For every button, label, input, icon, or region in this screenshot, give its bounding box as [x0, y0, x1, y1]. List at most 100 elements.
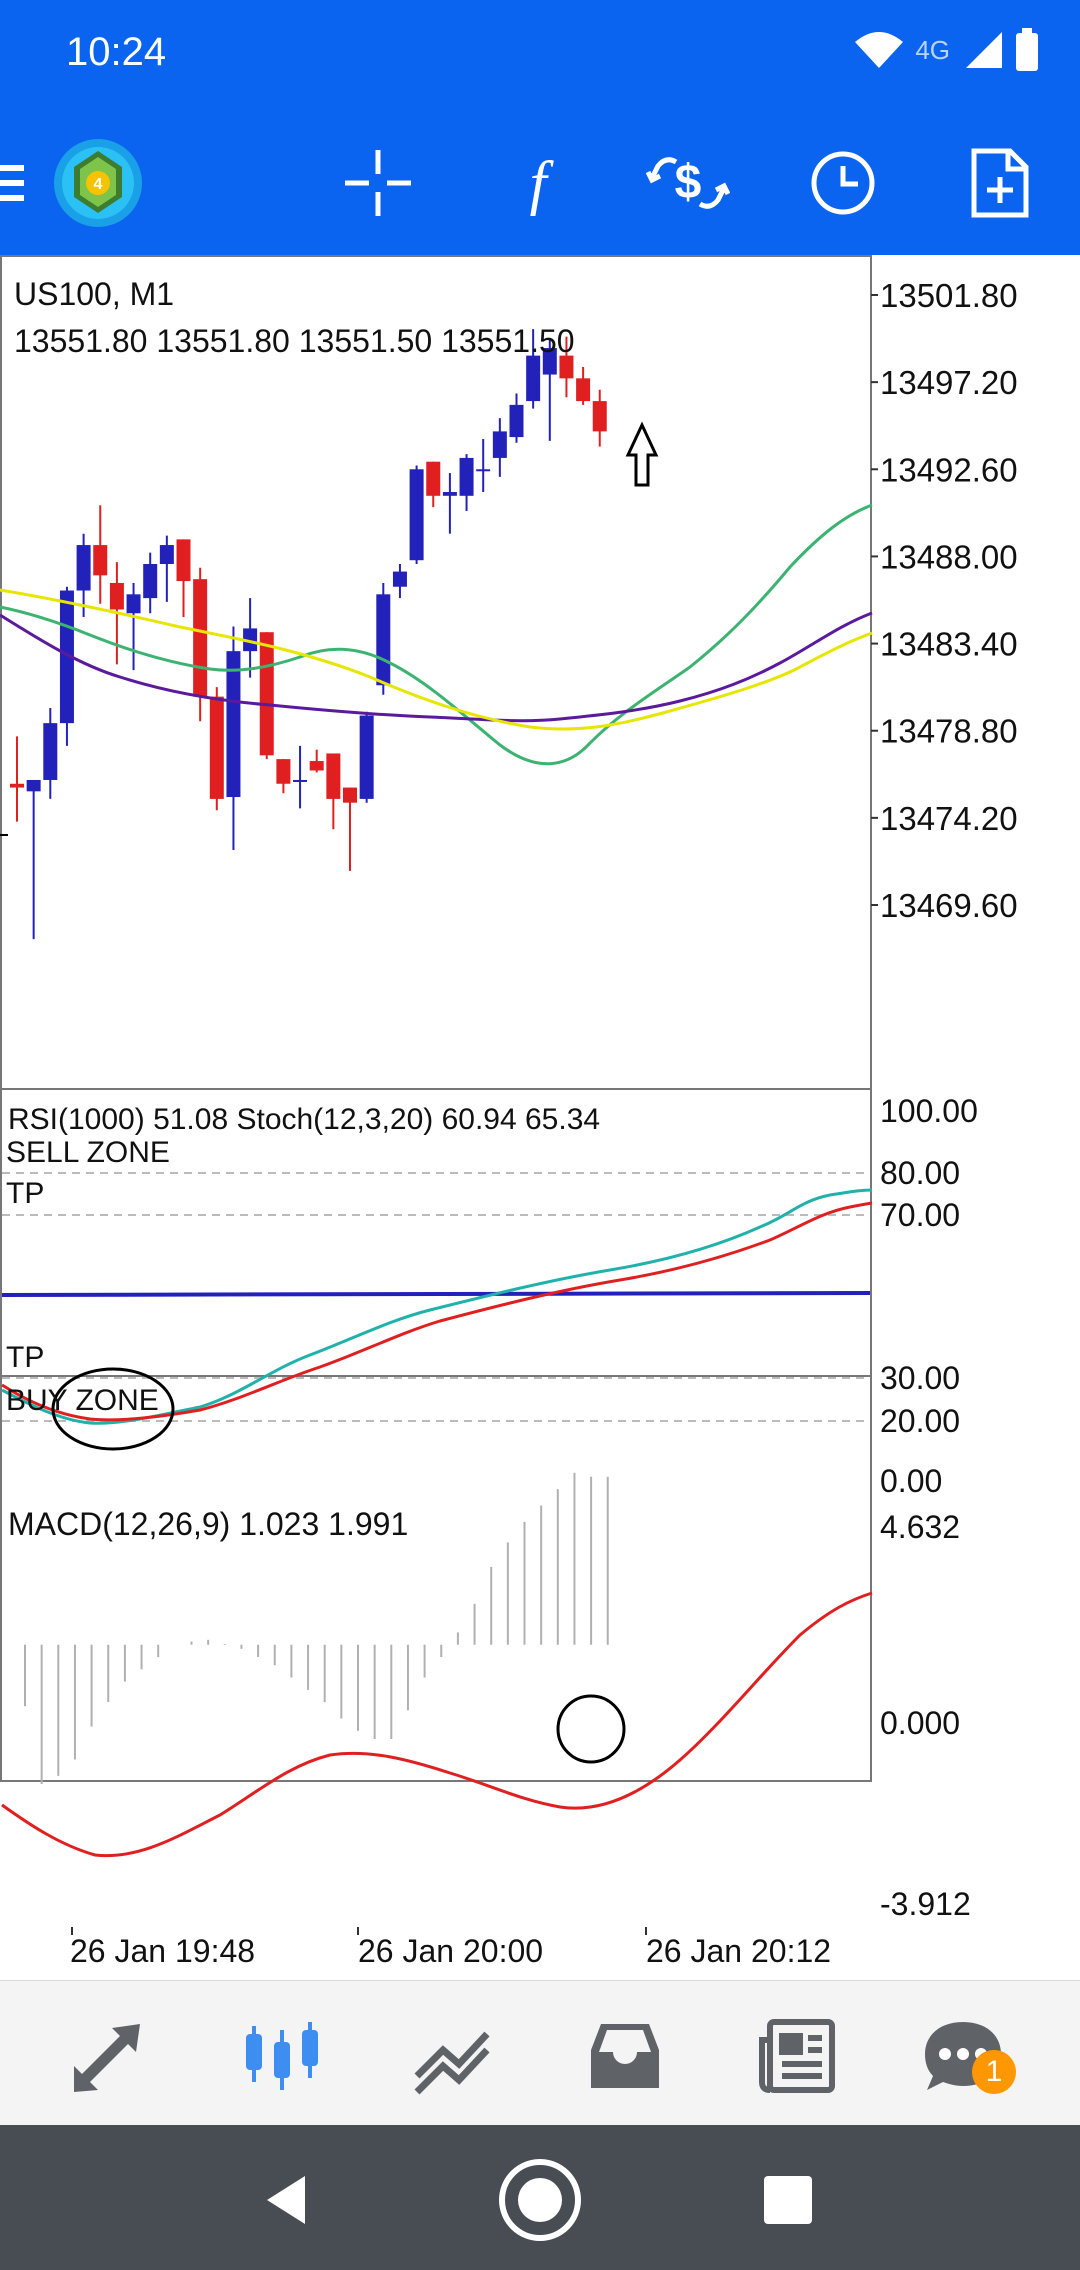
ma-fast-line	[0, 503, 873, 766]
network-type: 4G	[915, 34, 950, 65]
sell-zone-label: SELL ZONE	[6, 1136, 170, 1169]
chart-icon[interactable]	[232, 2006, 332, 2106]
buy-arrow-icon[interactable]	[625, 421, 659, 487]
ohlc-values: 13551.80 13551.80 13551.50 13551.50	[14, 323, 575, 359]
time-label-3: 26 Jan 20:12	[646, 1933, 831, 1969]
candle-bull	[26, 779, 41, 792]
rsi-line	[1, 1291, 871, 1297]
top-toolbar: 4 f $	[0, 110, 1080, 255]
candle-bear	[326, 753, 341, 799]
candle-bear	[276, 759, 291, 784]
home-icon[interactable]	[495, 2155, 585, 2245]
time-label-1: 26 Jan 19:48	[70, 1933, 255, 1969]
status-time: 10:24	[66, 30, 167, 74]
trade-icon[interactable]	[403, 2006, 503, 2106]
system-navigation-bar	[0, 2125, 1080, 2270]
macd-header: MACD(12,26,9) 1.023 1.991	[8, 1506, 408, 1542]
wifi-icon	[853, 30, 905, 70]
candle-bull	[159, 545, 174, 565]
candle-bull	[43, 723, 58, 780]
crosshair-icon[interactable]	[335, 140, 420, 225]
rsi-level-label-0: 0.00	[880, 1463, 942, 1499]
time-label-2: 26 Jan 20:00	[358, 1933, 543, 1969]
svg-text:f: f	[529, 150, 554, 216]
candle-bear	[343, 787, 357, 803]
candle-bull	[476, 469, 491, 472]
svg-text:4: 4	[93, 176, 102, 193]
candle-bear	[109, 582, 124, 610]
bottom-navigation: 1	[0, 1980, 1080, 2126]
candle-bear	[426, 461, 441, 496]
candle-bull	[76, 545, 91, 591]
status-bar: 10:24 4G	[0, 0, 1080, 110]
macd-level-min: -3.912	[880, 1886, 971, 1922]
candle-bull	[243, 628, 258, 652]
chart-canvas[interactable]: US100, M1 13551.80 13551.80 13551.50 135…	[0, 255, 1080, 1980]
candle-bear	[592, 401, 607, 432]
chat-icon[interactable]: 1	[908, 2006, 1018, 2106]
candle-bull	[392, 571, 407, 587]
price-tick-label: 13497.20	[880, 364, 1018, 401]
price-tick-label: 13492.60	[880, 451, 1018, 488]
candle-bull	[509, 404, 524, 438]
candles-group	[10, 329, 607, 940]
candle-bear	[259, 632, 274, 756]
macd-level-zero: 0.000	[880, 1705, 960, 1741]
rsi-level-label-80: 80.00	[880, 1155, 960, 1191]
quotes-icon[interactable]	[60, 2006, 160, 2106]
rsi-level-label-30: 30.00	[880, 1360, 960, 1396]
objects-icon[interactable]: $	[645, 140, 730, 225]
price-axis: 13501.80 13497.20 13492.60 13488.00 13483.40…	[871, 277, 1018, 924]
candle-bear	[209, 696, 224, 799]
tp-top-label: TP	[6, 1177, 44, 1210]
templates-icon[interactable]	[957, 140, 1042, 225]
candle-bear	[309, 761, 324, 771]
metatrader-logo-icon[interactable]: 4	[50, 135, 145, 230]
candle-bull	[409, 469, 424, 561]
price-tick-label: 13469.60	[880, 887, 1018, 924]
candle-bear	[559, 355, 574, 379]
symbol-title: US100, M1	[14, 276, 174, 312]
rsi-level-label-70: 70.00	[880, 1197, 960, 1233]
price-tick-label: 13501.80	[880, 277, 1018, 314]
price-tick-label: 13488.00	[880, 538, 1018, 575]
candle-bull	[492, 431, 507, 458]
candle-bull	[293, 779, 308, 782]
signal-icon	[964, 30, 1004, 70]
candle-bull	[226, 651, 241, 798]
candle-bull	[143, 564, 158, 599]
price-tick-label: 13474.20	[880, 800, 1018, 837]
chat-badge: 1	[972, 2050, 1016, 2094]
stoch-signal-line	[1, 1201, 873, 1422]
candle-bull	[459, 457, 474, 496]
news-icon[interactable]	[748, 2006, 848, 2106]
ma-slow-line	[0, 588, 873, 731]
price-tick-label: 13483.40	[880, 626, 1018, 663]
price-tick-label: 13478.80	[880, 713, 1018, 750]
candle-bear	[576, 378, 591, 402]
candle-bear	[193, 579, 208, 697]
candle-bull	[442, 492, 457, 496]
macd-signal-line	[1, 1591, 873, 1858]
tp-bottom-label: TP	[6, 1341, 44, 1374]
history-icon[interactable]	[575, 2006, 675, 2106]
buy-zone-circle[interactable]	[51, 1367, 175, 1451]
back-icon[interactable]	[242, 2155, 332, 2245]
rsi-header: RSI(1000) 51.08 Stoch(12,3,20) 60.94 65.…	[8, 1103, 600, 1136]
candle-bear	[93, 545, 108, 576]
chart-area[interactable]: US100, M1 13551.80 13551.80 13551.50 135…	[0, 255, 1080, 1980]
macd-circle-annotation[interactable]	[556, 1694, 626, 1764]
candle-bull	[126, 594, 141, 614]
menu-icon[interactable]	[0, 140, 50, 225]
candle-bull	[359, 715, 374, 799]
battery-icon	[1014, 28, 1040, 72]
candle-bull	[542, 348, 557, 375]
timeframe-icon[interactable]	[800, 140, 885, 225]
recents-icon[interactable]	[743, 2155, 833, 2245]
macd-level-max: 4.632	[880, 1509, 960, 1545]
svg-text:$: $	[674, 156, 701, 209]
rsi-level-label-100: 100.00	[880, 1093, 978, 1129]
candle-bear	[176, 539, 191, 582]
candle-bear	[10, 783, 24, 788]
indicators-icon[interactable]: f	[495, 140, 580, 225]
